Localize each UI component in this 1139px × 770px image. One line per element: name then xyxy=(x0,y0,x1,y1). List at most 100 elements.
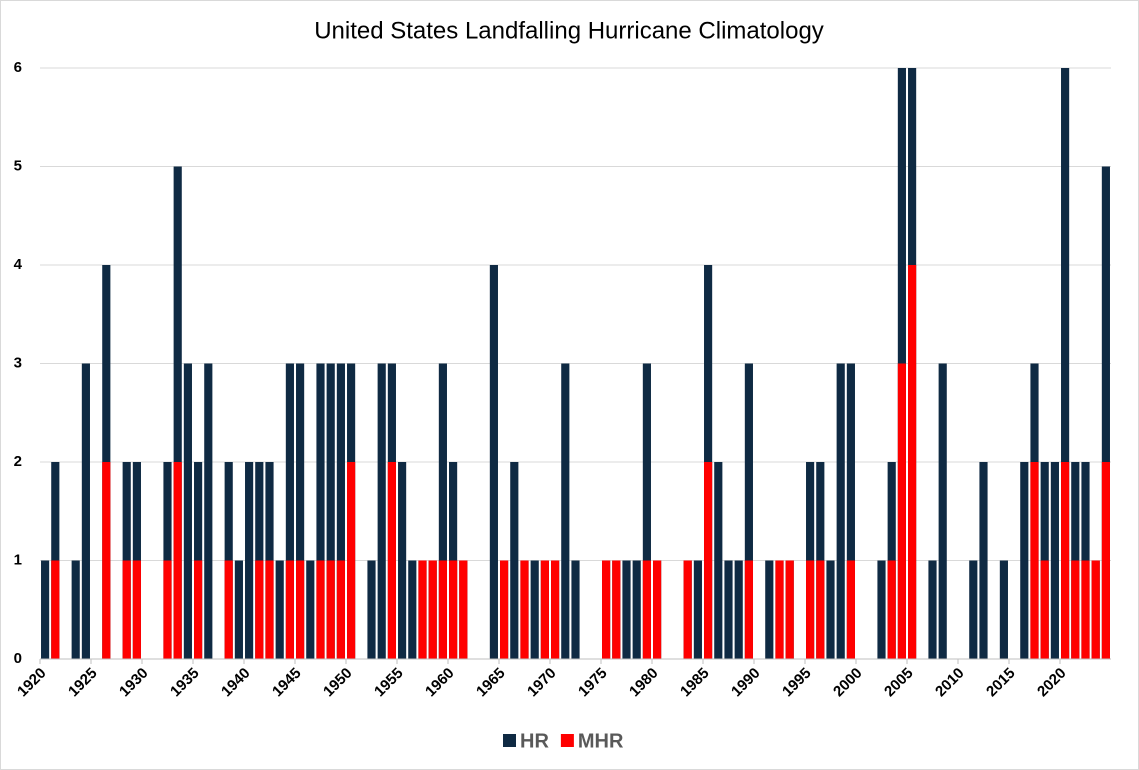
bar xyxy=(1040,560,1049,659)
bar xyxy=(224,560,233,659)
bar xyxy=(979,462,988,659)
y-tick-label: 0 xyxy=(14,650,22,667)
bar xyxy=(1030,462,1039,659)
bar xyxy=(438,363,447,659)
bar xyxy=(81,363,90,659)
bar xyxy=(326,363,335,659)
bar xyxy=(938,363,947,659)
bar xyxy=(928,560,937,659)
bar xyxy=(999,560,1008,659)
bar xyxy=(846,363,855,659)
bar xyxy=(897,363,906,659)
y-tick-label: 3 xyxy=(14,354,22,371)
bar xyxy=(296,560,305,659)
bar xyxy=(377,363,386,659)
bar xyxy=(41,560,50,659)
bar xyxy=(316,560,325,659)
bar xyxy=(744,363,753,659)
bar xyxy=(1081,560,1090,659)
bar xyxy=(1101,166,1110,659)
bar xyxy=(612,560,621,659)
y-tick-label: 1 xyxy=(14,551,22,568)
chart-title: United States Landfalling Hurricane Clim… xyxy=(314,17,824,44)
bar xyxy=(1091,560,1100,659)
bar xyxy=(428,560,437,659)
bar xyxy=(336,363,345,659)
bar xyxy=(316,363,325,659)
bar xyxy=(367,560,376,659)
bar xyxy=(245,462,254,659)
bar xyxy=(132,560,141,659)
bar xyxy=(408,560,417,659)
bar xyxy=(806,560,815,659)
bar xyxy=(744,560,753,659)
bar xyxy=(887,560,896,659)
bar xyxy=(724,560,733,659)
bar xyxy=(571,560,580,659)
bar xyxy=(398,462,407,659)
bar xyxy=(285,363,294,659)
bar xyxy=(438,560,447,659)
bar xyxy=(510,462,519,659)
bar xyxy=(693,560,702,659)
legend-swatch xyxy=(560,734,574,747)
bar xyxy=(459,560,468,659)
bar xyxy=(71,560,80,659)
y-tick-label: 5 xyxy=(14,157,22,174)
bar xyxy=(683,560,692,659)
y-tick-label: 4 xyxy=(14,256,23,273)
bar xyxy=(1061,462,1070,659)
bar xyxy=(704,462,713,659)
bar xyxy=(173,166,182,659)
bar xyxy=(969,560,978,659)
bar xyxy=(336,560,345,659)
bar xyxy=(163,560,172,659)
legend-label: HR xyxy=(520,730,549,752)
bar xyxy=(632,560,641,659)
legend-swatch xyxy=(503,734,516,747)
bar xyxy=(816,560,825,659)
bar xyxy=(836,363,845,659)
bar xyxy=(122,560,131,659)
bar xyxy=(1050,462,1059,659)
legend-label: MHR xyxy=(578,730,624,752)
bar xyxy=(540,560,549,659)
bar xyxy=(296,363,305,659)
bar xyxy=(102,462,111,659)
bar xyxy=(1061,68,1070,659)
bar xyxy=(51,560,60,659)
bar xyxy=(285,560,294,659)
bar xyxy=(561,363,570,659)
bar xyxy=(785,560,794,659)
bar xyxy=(1101,462,1110,659)
bar xyxy=(908,265,917,659)
bar xyxy=(775,560,784,659)
bar xyxy=(418,560,427,659)
bar xyxy=(183,363,192,659)
bar xyxy=(500,560,509,659)
y-tick-label: 6 xyxy=(14,59,22,76)
bar xyxy=(846,560,855,659)
bar xyxy=(877,560,886,659)
bar xyxy=(173,462,182,659)
bar xyxy=(551,560,560,659)
bar xyxy=(387,462,396,659)
bar xyxy=(1020,462,1029,659)
bar xyxy=(520,560,529,659)
bar xyxy=(602,560,611,659)
bar xyxy=(642,363,651,659)
bar xyxy=(306,560,315,659)
bar xyxy=(194,560,203,659)
bar xyxy=(653,560,662,659)
bar xyxy=(265,560,274,659)
bar xyxy=(734,560,743,659)
bar xyxy=(204,363,213,659)
y-tick-label: 2 xyxy=(14,453,22,470)
bar xyxy=(622,560,631,659)
bar xyxy=(449,560,458,659)
bar xyxy=(530,560,539,659)
bar xyxy=(347,462,356,659)
bar xyxy=(275,560,284,659)
bar xyxy=(765,560,774,659)
